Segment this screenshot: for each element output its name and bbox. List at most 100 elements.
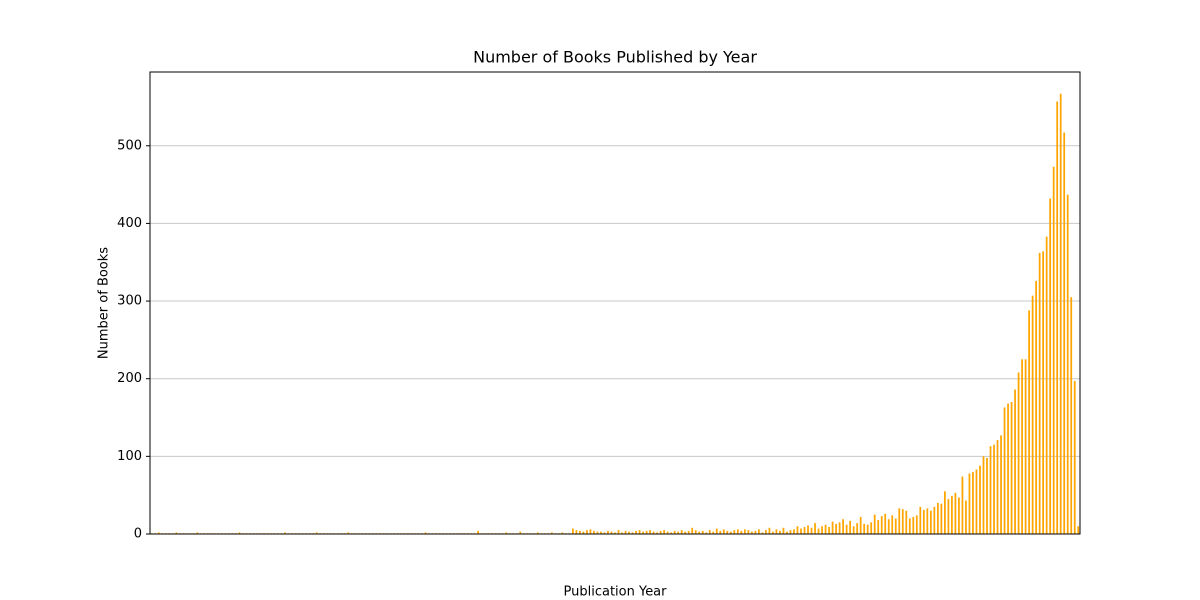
bar [638, 530, 641, 534]
bar [947, 499, 950, 534]
bar [157, 532, 160, 534]
bar [715, 528, 718, 534]
bar [975, 469, 978, 534]
bar [196, 532, 199, 534]
bar [1066, 194, 1069, 534]
bar [972, 471, 974, 534]
bar [175, 532, 178, 534]
bar [694, 530, 697, 534]
bar [740, 530, 743, 534]
bar [747, 530, 750, 534]
bar [866, 524, 869, 534]
bar [887, 519, 890, 534]
x-axis-label: Publication Year [564, 585, 668, 600]
bar [1007, 403, 1009, 534]
bar [663, 530, 666, 534]
bar [929, 510, 932, 534]
bar [961, 476, 964, 534]
bar [1056, 101, 1059, 534]
bar [642, 531, 644, 534]
bar [1038, 252, 1041, 534]
bar [684, 531, 687, 534]
bar [1028, 310, 1030, 534]
chart-title: Number of Books Published by Year [473, 48, 757, 67]
bar [1063, 132, 1066, 535]
bar [705, 532, 708, 534]
bar [810, 527, 813, 534]
bar [708, 530, 711, 534]
bar [1024, 359, 1027, 534]
bar [951, 495, 953, 534]
bar [824, 524, 827, 534]
bar [666, 531, 669, 534]
bar [986, 457, 988, 534]
bar [719, 530, 722, 534]
bar [550, 532, 553, 534]
bar [586, 530, 588, 534]
bar [796, 526, 799, 534]
bar [596, 531, 599, 534]
bar [772, 531, 774, 534]
bar [912, 516, 915, 534]
bar [765, 530, 767, 534]
bar [775, 529, 778, 534]
bar [793, 529, 795, 534]
bar [603, 532, 606, 534]
bar [803, 527, 806, 534]
bar [1035, 280, 1038, 534]
bar [1000, 435, 1002, 534]
bar [589, 529, 592, 534]
bar [635, 530, 637, 534]
y-tick-label: 100 [117, 449, 142, 464]
bar [621, 532, 623, 534]
bar [743, 529, 746, 534]
bar [996, 440, 999, 534]
bar [1045, 236, 1048, 535]
y-axis-label: Number of Books [97, 247, 112, 359]
bar [579, 530, 581, 534]
bar [958, 497, 960, 534]
bar [894, 518, 897, 534]
bar [687, 530, 690, 534]
bar [572, 528, 574, 534]
bar [733, 530, 736, 534]
bar [873, 514, 876, 534]
bar [968, 473, 971, 534]
bar [838, 522, 841, 534]
bar [786, 531, 788, 534]
bar [915, 515, 918, 534]
bar [908, 518, 911, 534]
bar [680, 530, 683, 534]
bar [519, 531, 522, 534]
bar [828, 527, 830, 534]
bar [477, 530, 480, 534]
bar [536, 532, 539, 534]
bar [677, 531, 680, 534]
bar [238, 532, 241, 534]
bar [628, 531, 630, 534]
bar [982, 456, 985, 534]
bar [936, 502, 939, 534]
bar [926, 508, 929, 534]
bar [870, 522, 873, 534]
bar [849, 520, 852, 534]
bar [891, 515, 894, 534]
bar [726, 530, 729, 534]
bar [701, 530, 704, 534]
bar [645, 530, 648, 534]
bar [1017, 372, 1020, 534]
bar [1010, 402, 1013, 534]
y-tick-label: 400 [117, 216, 142, 231]
bar [1070, 297, 1073, 534]
bar [758, 529, 760, 534]
bar [505, 532, 508, 534]
bar [315, 532, 318, 534]
bar [1077, 526, 1080, 534]
bar [1049, 198, 1052, 535]
y-tick-label: 500 [117, 138, 142, 153]
bar [347, 532, 350, 534]
bar [284, 532, 286, 534]
y-tick-label: 300 [117, 294, 142, 309]
bar [750, 531, 753, 534]
